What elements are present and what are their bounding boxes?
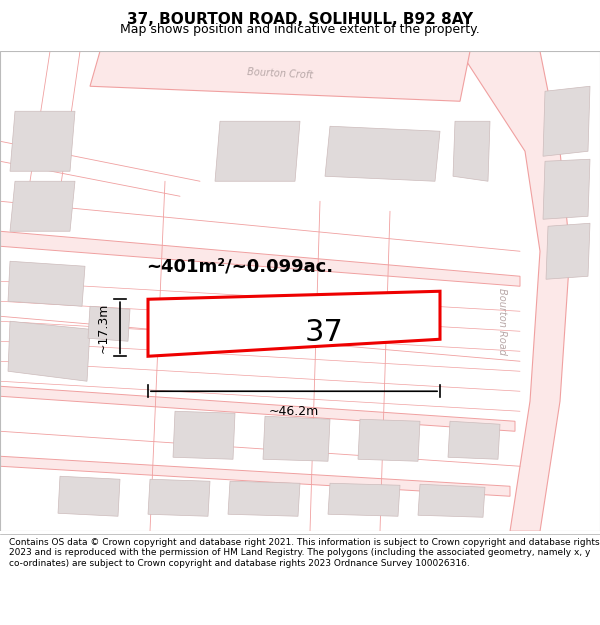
Text: 37, BOURTON ROAD, SOLIHULL, B92 8AY: 37, BOURTON ROAD, SOLIHULL, B92 8AY	[127, 12, 473, 27]
Polygon shape	[0, 386, 515, 431]
Polygon shape	[173, 411, 235, 459]
Polygon shape	[10, 111, 75, 171]
Polygon shape	[460, 51, 570, 531]
Polygon shape	[0, 456, 510, 496]
Polygon shape	[215, 121, 300, 181]
Polygon shape	[325, 126, 440, 181]
Text: ~401m²/~0.099ac.: ~401m²/~0.099ac.	[146, 258, 334, 275]
Polygon shape	[148, 291, 440, 356]
Polygon shape	[263, 416, 330, 461]
Polygon shape	[228, 481, 300, 516]
Polygon shape	[148, 479, 210, 516]
Polygon shape	[448, 421, 500, 459]
Polygon shape	[8, 261, 85, 306]
Text: Bourton Croft: Bourton Croft	[247, 66, 313, 80]
Polygon shape	[88, 306, 130, 341]
Polygon shape	[543, 159, 590, 219]
Text: ~17.3m: ~17.3m	[97, 302, 110, 353]
Polygon shape	[90, 51, 470, 101]
Text: Contains OS data © Crown copyright and database right 2021. This information is : Contains OS data © Crown copyright and d…	[9, 538, 599, 568]
Polygon shape	[546, 223, 590, 279]
Polygon shape	[58, 476, 120, 516]
Text: Map shows position and indicative extent of the property.: Map shows position and indicative extent…	[120, 23, 480, 36]
Polygon shape	[358, 419, 420, 461]
Polygon shape	[543, 86, 590, 156]
Polygon shape	[453, 121, 490, 181]
Polygon shape	[418, 484, 485, 518]
Text: 37: 37	[305, 318, 343, 348]
Polygon shape	[8, 321, 90, 381]
Text: Bourton Road: Bourton Road	[497, 288, 507, 355]
Text: ~46.2m: ~46.2m	[269, 405, 319, 418]
Polygon shape	[10, 181, 75, 231]
Polygon shape	[328, 483, 400, 516]
Polygon shape	[0, 231, 520, 286]
